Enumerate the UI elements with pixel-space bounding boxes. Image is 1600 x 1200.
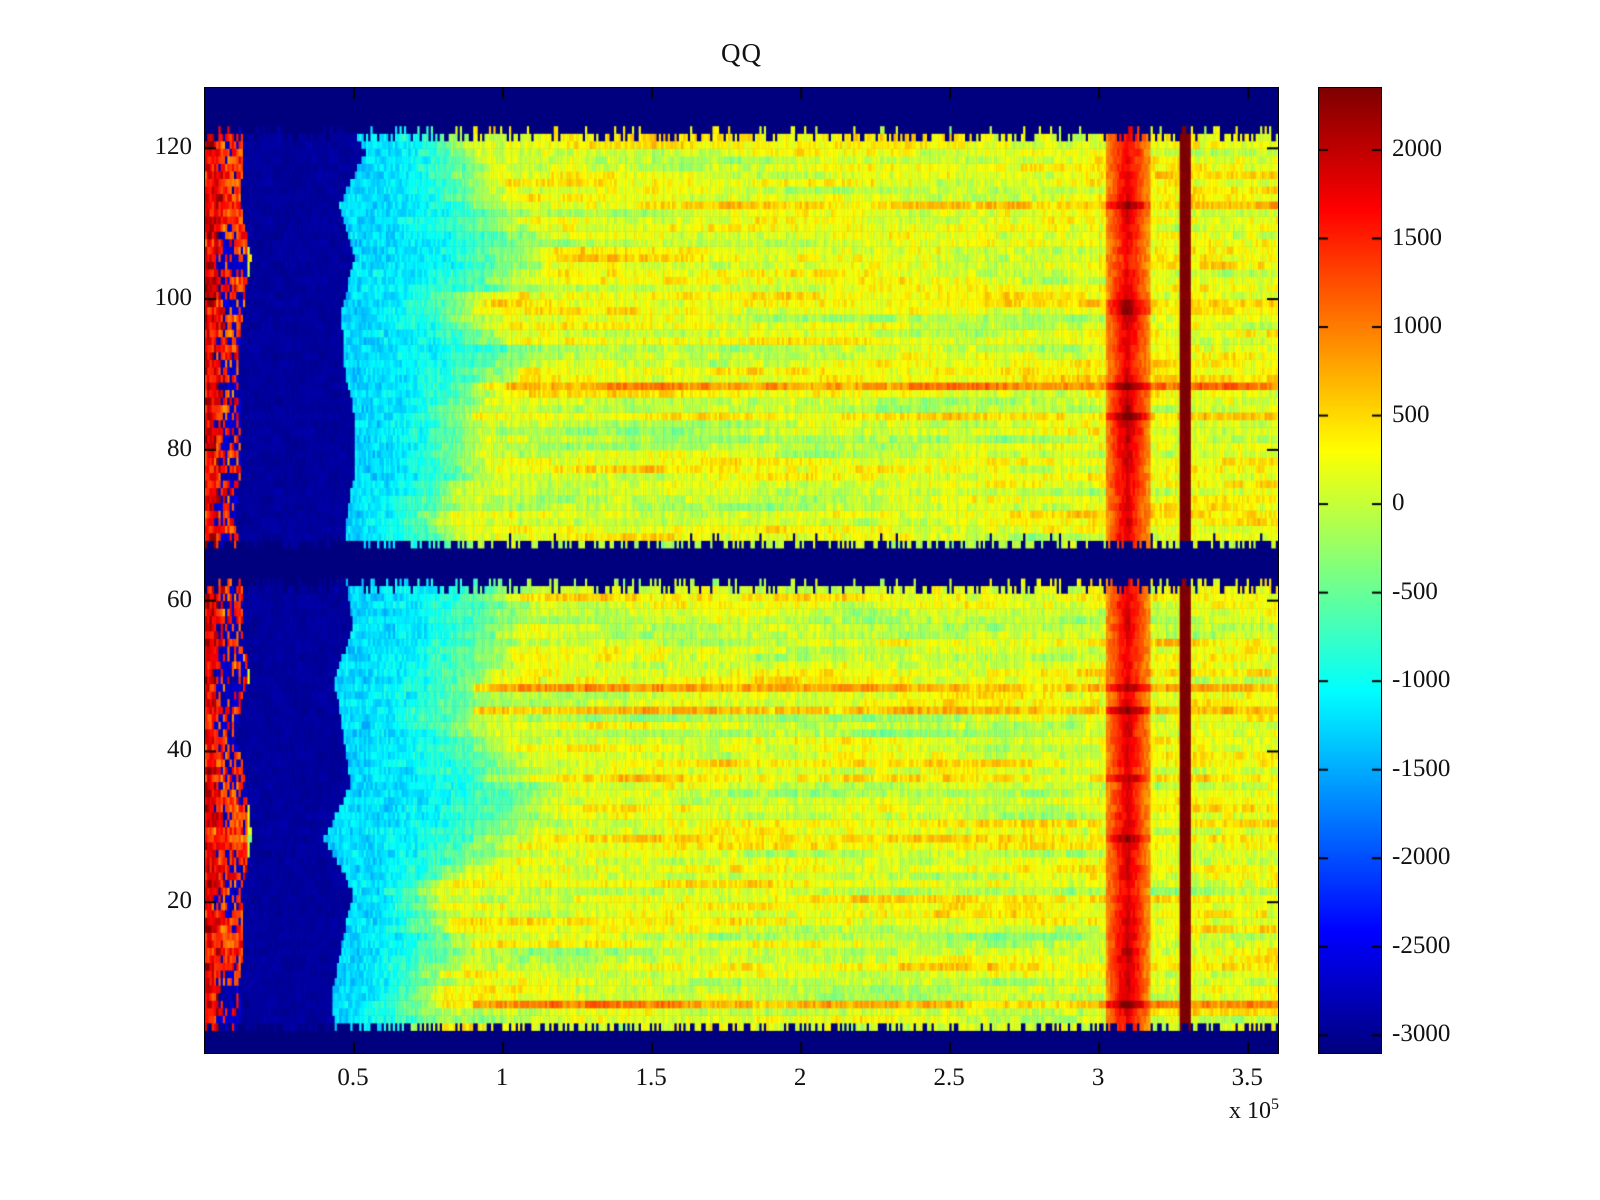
colorbar-tick-label: -500 — [1392, 577, 1438, 605]
colorbar-tick-label: 1000 — [1392, 312, 1442, 340]
colorbar-tick-label: 2000 — [1392, 134, 1442, 162]
y-tick-label: 120 — [154, 133, 193, 161]
colorbar-tick-label: -1500 — [1392, 754, 1451, 782]
y-tick-label: 100 — [154, 284, 193, 312]
colorbar-tick-label: -2500 — [1392, 931, 1451, 959]
x-tick-label: 0.5 — [337, 1064, 369, 1091]
plot-area — [204, 87, 1279, 1054]
chart-title: QQ — [721, 38, 762, 68]
colorbar-tick-label: 1500 — [1392, 223, 1442, 251]
x-axis-exponent-label: x 105 — [204, 1096, 1279, 1125]
x-tick-label: 2 — [793, 1064, 807, 1091]
colorbar-tick-label: -1000 — [1392, 666, 1451, 694]
x-tick-label: 3.5 — [1231, 1064, 1263, 1091]
colorbar-tick-label: 0 — [1392, 489, 1405, 517]
colorbar — [1318, 87, 1382, 1054]
x-tick-label: 1.5 — [635, 1064, 667, 1091]
colorbar-tick-label: 500 — [1392, 400, 1430, 428]
x-tick-label: 2.5 — [933, 1064, 965, 1091]
y-tick-label: 40 — [167, 736, 192, 764]
x-axis-exponent-base: x 10 — [1229, 1098, 1271, 1124]
x-tick-label: 1 — [495, 1064, 509, 1091]
colorbar-tick-label: -2000 — [1392, 843, 1451, 871]
x-tick-label: 3 — [1091, 1064, 1105, 1091]
heatmap-canvas — [205, 88, 1278, 1053]
x-axis-exponent-power: 5 — [1271, 1096, 1279, 1113]
y-tick-label: 80 — [167, 434, 192, 462]
colorbar-canvas — [1319, 88, 1381, 1053]
y-tick-label: 20 — [167, 887, 192, 915]
colorbar-tick-label: -3000 — [1392, 1020, 1451, 1048]
y-tick-label: 60 — [167, 585, 192, 613]
